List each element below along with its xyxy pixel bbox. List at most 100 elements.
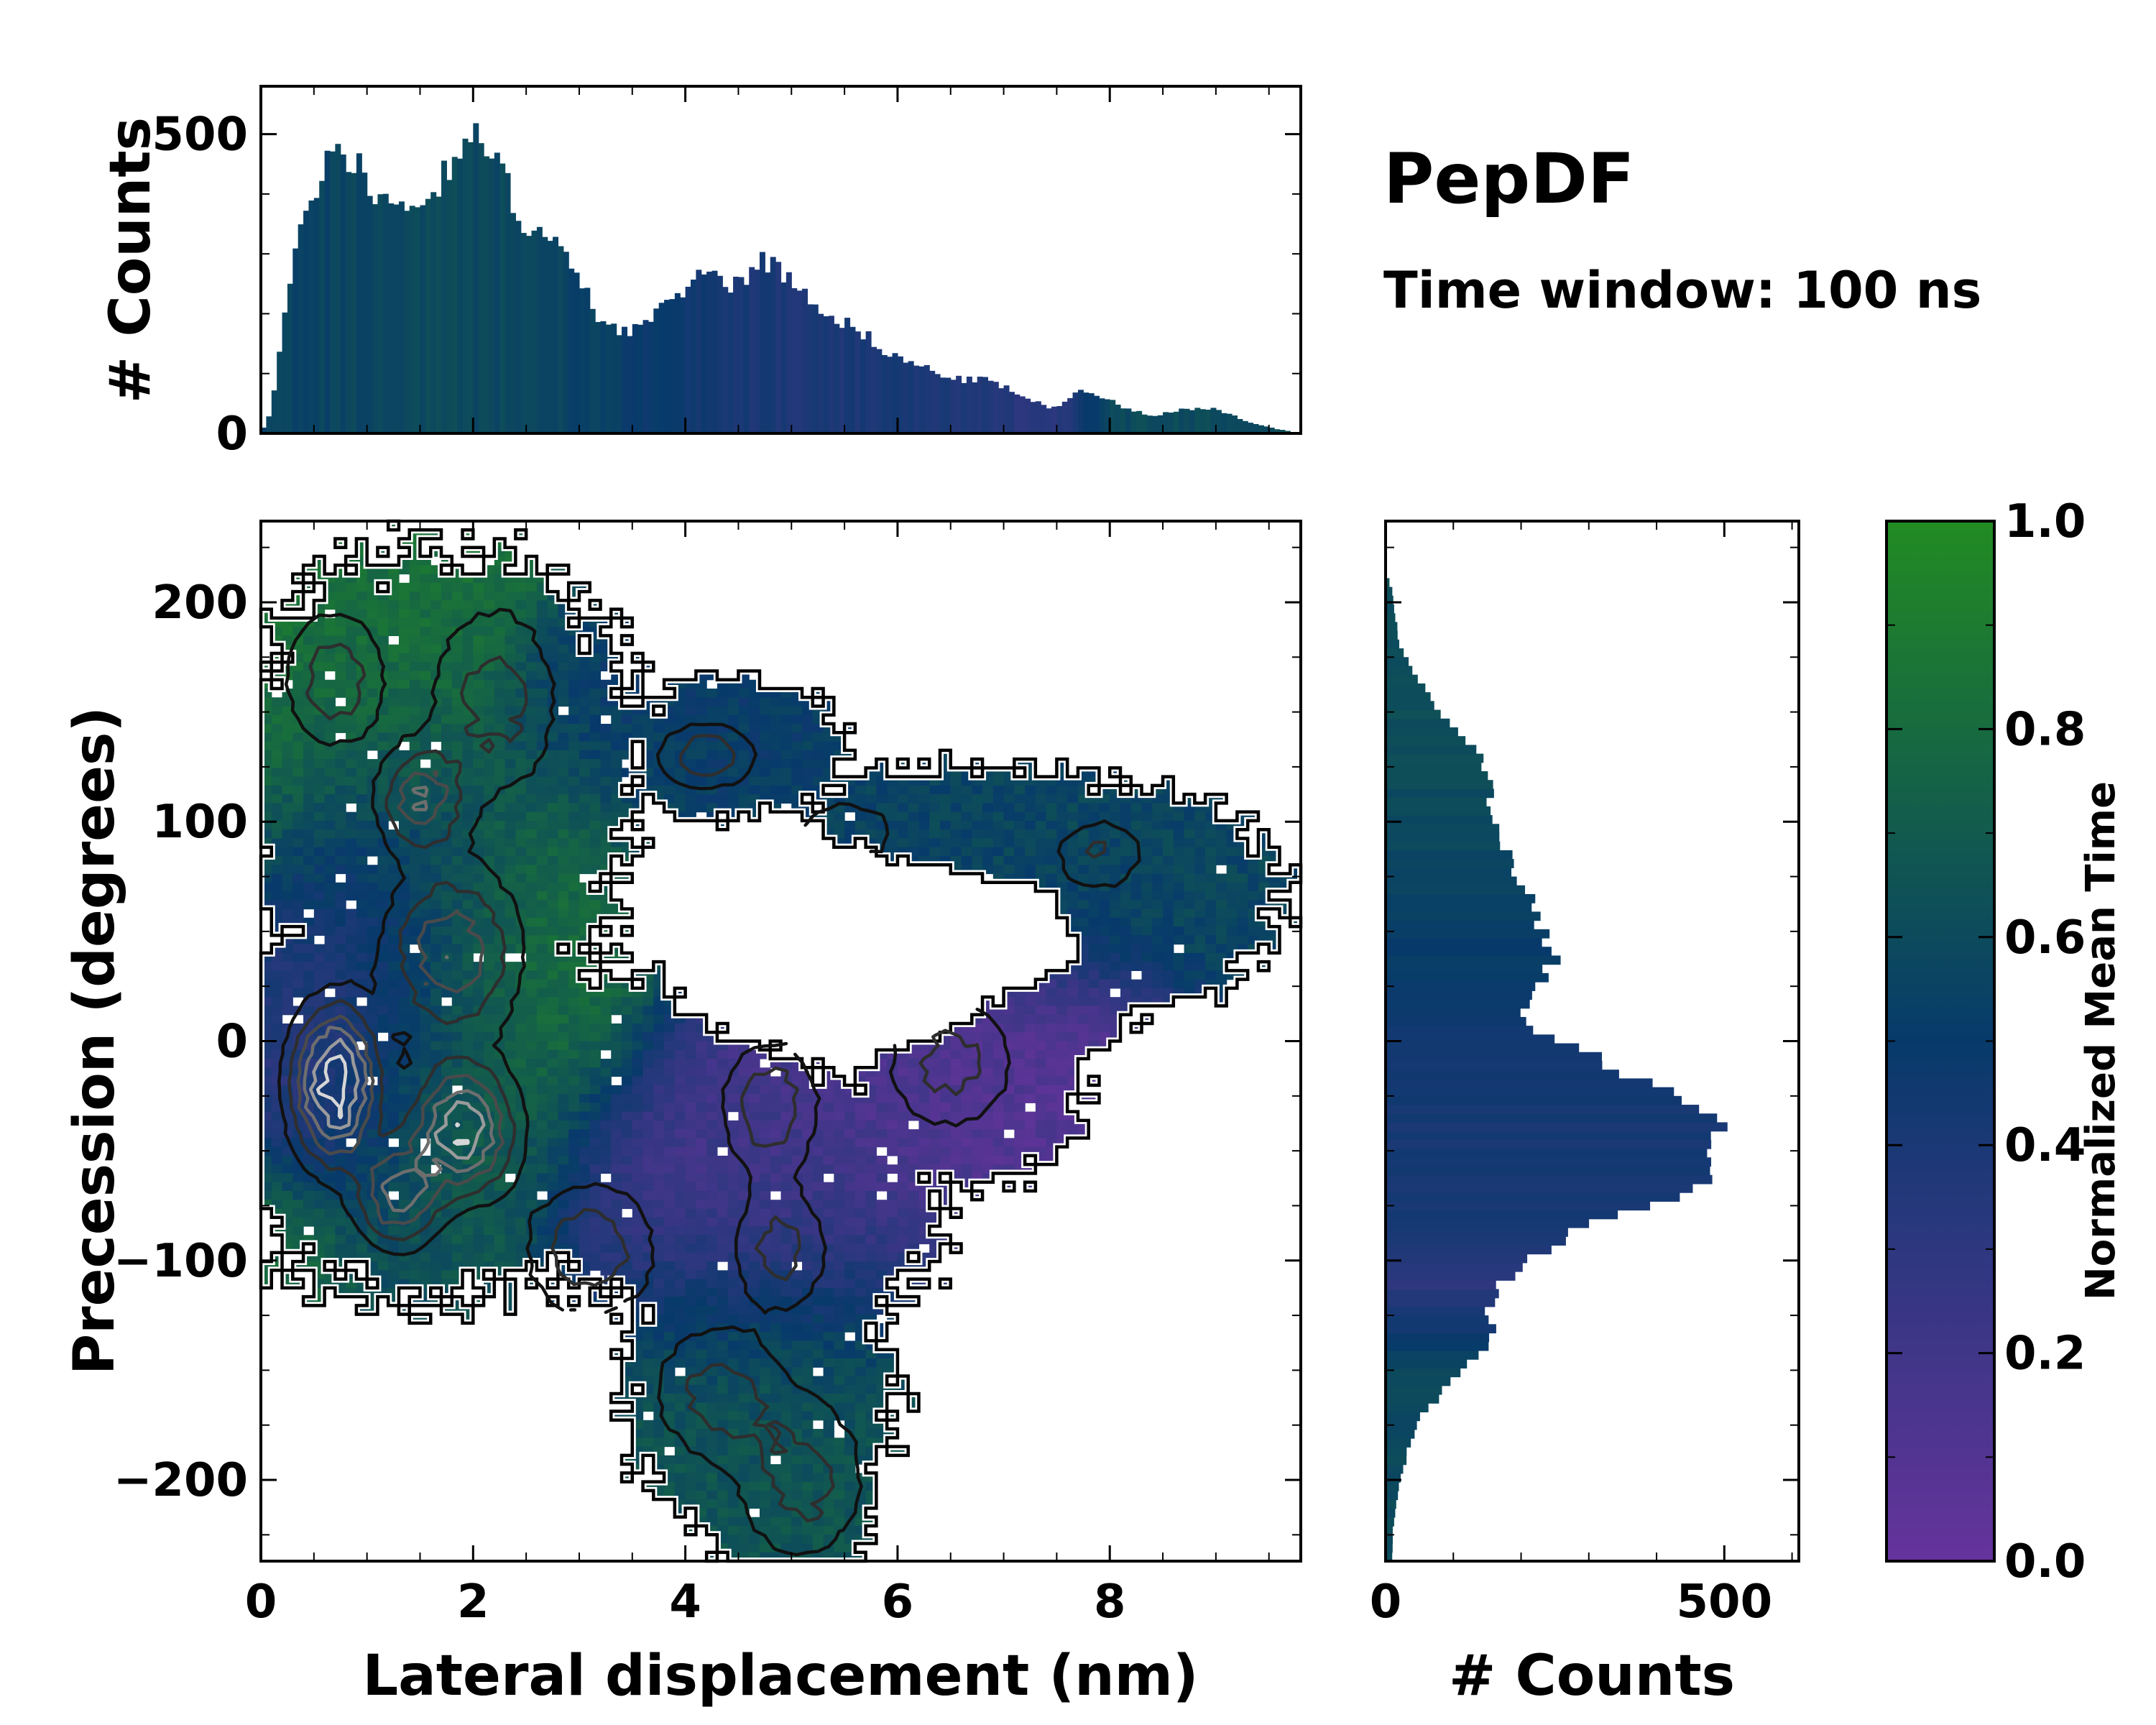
heatmap-cell — [568, 1164, 580, 1174]
heatmap-cell — [282, 952, 293, 962]
heatmap-cell — [505, 600, 516, 610]
heatmap-cell — [876, 1208, 888, 1218]
heatmap-cell — [494, 855, 506, 865]
heatmap-cell — [420, 697, 431, 707]
heatmap-cell — [579, 706, 591, 716]
heatmap-cell — [1014, 855, 1026, 865]
heatmap-cell — [367, 1138, 379, 1148]
heatmap-cell — [759, 714, 771, 724]
heatmap-cell — [1077, 900, 1089, 910]
heatmap-cell — [1194, 970, 1206, 980]
heatmap-cell — [473, 1235, 484, 1245]
heatmap-cell — [791, 1138, 803, 1148]
heatmap-cell — [685, 1270, 696, 1280]
histogram-bar — [711, 270, 718, 433]
heatmap-cell — [939, 1155, 952, 1165]
heatmap-cell — [834, 1261, 845, 1271]
heatmap-cell — [515, 891, 527, 901]
heatmap-cell — [727, 706, 740, 716]
histogram-bar — [961, 382, 967, 433]
heatmap-cell — [812, 1146, 824, 1156]
heatmap-cell — [282, 714, 293, 724]
heatmap-cell — [558, 644, 569, 654]
heatmap-cell — [1215, 891, 1227, 901]
heatmap-cell — [653, 776, 665, 786]
heatmap-cell — [1035, 847, 1047, 857]
heatmap-cell — [271, 1006, 283, 1016]
heatmap-cell — [536, 900, 548, 910]
heatmap-cell — [1120, 944, 1132, 954]
heatmap-cell — [1110, 970, 1121, 980]
heatmap-cell — [770, 1129, 782, 1138]
heatmap-cell — [377, 732, 389, 742]
heatmap-cell — [568, 1111, 580, 1121]
heatmap-cell — [430, 1243, 442, 1254]
heatmap-cell — [568, 697, 580, 707]
heatmap-cell — [611, 1173, 622, 1183]
heatmap-cell — [950, 1146, 962, 1156]
heatmap-cell — [1163, 917, 1174, 927]
heatmap-cell — [1163, 952, 1174, 962]
heatmap-cell — [367, 759, 379, 768]
heatmap-cell — [950, 838, 962, 848]
heatmap-cell — [367, 688, 379, 698]
heatmap-cell — [738, 724, 750, 733]
heatmap-cell — [568, 891, 580, 901]
heatmap-cell — [823, 1146, 834, 1156]
heatmap-cell — [589, 1014, 602, 1024]
heatmap-cell — [313, 803, 326, 813]
heatmap-cell — [388, 838, 400, 848]
heatmap-cell — [271, 741, 283, 751]
heatmap-cell — [441, 688, 453, 698]
heatmap-cell — [600, 785, 612, 795]
heatmap-cell — [494, 908, 506, 919]
heatmap-cell — [505, 811, 516, 822]
heatmap-cell — [505, 1226, 516, 1236]
heatmap-cell — [335, 917, 346, 927]
heatmap-cell — [579, 1067, 591, 1077]
heatmap-cell — [324, 829, 336, 840]
heatmap-cell — [992, 1155, 1005, 1165]
heatmap-cell — [558, 1041, 569, 1051]
heatmap-cell — [303, 627, 315, 637]
heatmap-cell — [579, 724, 591, 733]
heatmap-cell — [388, 935, 400, 945]
heatmap-cell — [1173, 820, 1185, 830]
heatmap-cell — [1163, 944, 1174, 954]
heatmap-cell — [547, 838, 559, 848]
heatmap-cell — [1141, 865, 1153, 875]
histogram-bar — [441, 160, 447, 433]
heatmap-cell — [568, 820, 580, 830]
heatmap-cell — [462, 1217, 474, 1227]
heatmap-cell — [536, 820, 548, 830]
heatmap-cell — [367, 1155, 379, 1165]
heatmap-cell — [589, 1006, 602, 1016]
heatmap-cell — [865, 820, 877, 830]
heatmap-cell — [887, 1138, 898, 1148]
heatmap-cell — [441, 582, 453, 592]
heatmap-cell — [1152, 847, 1164, 857]
heatmap-cell — [409, 794, 421, 804]
heatmap-cell — [313, 952, 326, 962]
heatmap-cell — [887, 820, 898, 830]
heatmap-cell — [579, 1049, 591, 1059]
heatmap-cell — [568, 1138, 580, 1148]
heatmap-cell — [844, 1235, 856, 1245]
heatmap-cell — [653, 1261, 665, 1271]
heatmap-cell — [727, 1279, 740, 1289]
heatmap-cell — [780, 1252, 792, 1262]
heatmap-cell — [409, 574, 421, 584]
heatmap-cell — [664, 1120, 676, 1130]
heatmap-cell — [324, 820, 336, 830]
heatmap-cell — [356, 935, 368, 945]
heatmap-cell — [579, 741, 591, 751]
heatmap-cell — [1120, 855, 1132, 865]
heatmap-cell — [770, 1279, 782, 1289]
heatmap-cell — [451, 609, 464, 619]
heatmap-cell — [1067, 803, 1079, 813]
heatmap-cell — [939, 838, 952, 848]
heatmap-cell — [271, 794, 283, 804]
heatmap-cell — [282, 1155, 293, 1165]
heatmap-cell — [409, 917, 421, 927]
heatmap-cell — [451, 635, 464, 645]
